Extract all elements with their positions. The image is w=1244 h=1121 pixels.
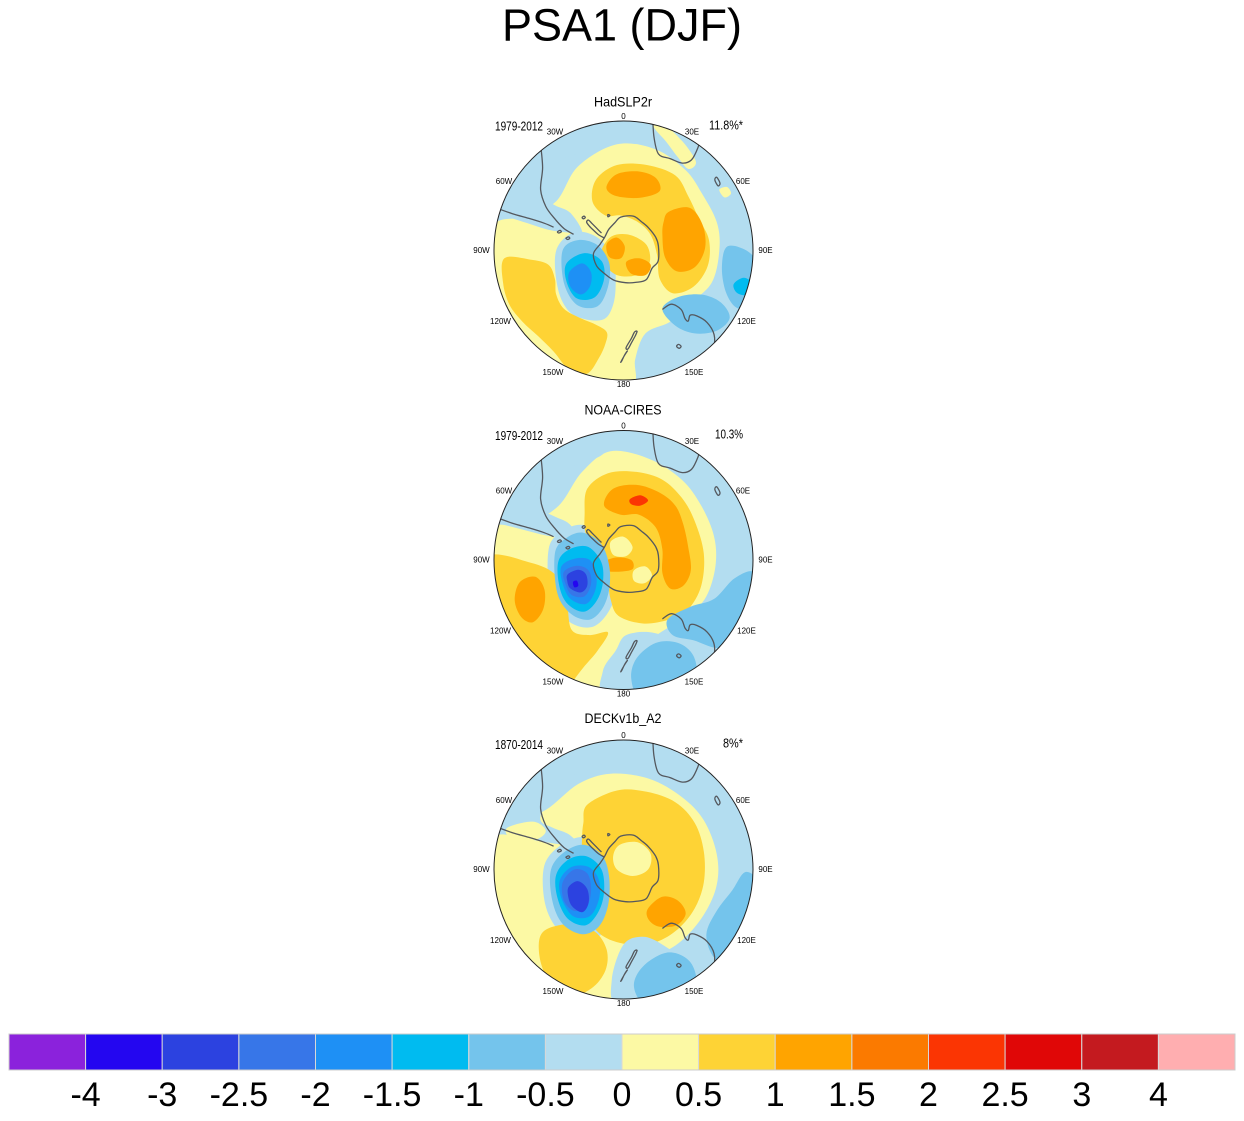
svg-text:120E: 120E — [737, 627, 756, 636]
svg-text:0: 0 — [621, 112, 626, 121]
svg-text:30W: 30W — [547, 746, 564, 755]
svg-text:180: 180 — [617, 380, 631, 389]
svg-text:HadSLP2r: HadSLP2r — [594, 94, 652, 110]
svg-text:-3: -3 — [147, 1076, 177, 1114]
svg-text:0: 0 — [613, 1076, 632, 1114]
svg-text:1979-2012: 1979-2012 — [495, 120, 543, 134]
svg-text:DECKv1b_A2: DECKv1b_A2 — [585, 710, 662, 726]
svg-text:150E: 150E — [685, 678, 704, 687]
svg-text:-1: -1 — [454, 1076, 484, 1114]
svg-text:120E: 120E — [737, 936, 756, 945]
svg-text:0: 0 — [621, 731, 626, 740]
svg-text:10.3%: 10.3% — [715, 428, 743, 442]
svg-text:120E: 120E — [737, 317, 756, 326]
svg-text:4: 4 — [1149, 1076, 1168, 1114]
svg-text:2: 2 — [919, 1076, 938, 1114]
svg-text:60E: 60E — [736, 487, 750, 496]
svg-text:150W: 150W — [543, 987, 564, 996]
svg-text:0: 0 — [621, 422, 626, 431]
svg-text:90E: 90E — [758, 865, 772, 874]
svg-text:2.5: 2.5 — [981, 1076, 1028, 1114]
svg-text:30W: 30W — [547, 127, 564, 136]
svg-text:-2.5: -2.5 — [210, 1076, 269, 1114]
svg-text:1: 1 — [766, 1076, 785, 1114]
svg-text:120W: 120W — [490, 317, 511, 326]
svg-text:60E: 60E — [736, 177, 750, 186]
svg-text:NOAA-CIRES: NOAA-CIRES — [585, 402, 662, 418]
svg-text:30E: 30E — [685, 437, 699, 446]
svg-text:180: 180 — [617, 690, 631, 699]
svg-text:180: 180 — [617, 999, 631, 1008]
svg-text:90W: 90W — [473, 556, 490, 565]
svg-text:1870-2014: 1870-2014 — [495, 738, 543, 752]
svg-text:150E: 150E — [685, 368, 704, 377]
svg-text:1979-2012: 1979-2012 — [495, 429, 543, 443]
svg-text:3: 3 — [1072, 1076, 1091, 1114]
svg-text:30E: 30E — [685, 746, 699, 755]
svg-text:150W: 150W — [543, 368, 564, 377]
svg-text:1.5: 1.5 — [828, 1076, 875, 1114]
svg-text:150W: 150W — [543, 678, 564, 687]
svg-text:-2: -2 — [300, 1076, 330, 1114]
svg-text:-0.5: -0.5 — [516, 1076, 575, 1114]
svg-text:90W: 90W — [473, 865, 490, 874]
svg-text:11.8%*: 11.8%* — [709, 119, 743, 133]
svg-text:PSA1 (DJF): PSA1 (DJF) — [502, 0, 742, 51]
svg-text:30W: 30W — [547, 437, 564, 446]
svg-text:60W: 60W — [496, 177, 513, 186]
svg-text:60W: 60W — [496, 487, 513, 496]
svg-text:120W: 120W — [490, 627, 511, 636]
svg-text:-4: -4 — [70, 1076, 100, 1114]
svg-text:90W: 90W — [473, 246, 490, 255]
svg-text:0.5: 0.5 — [675, 1076, 722, 1114]
svg-text:-1.5: -1.5 — [363, 1076, 422, 1114]
svg-text:90E: 90E — [758, 246, 772, 255]
svg-text:90E: 90E — [758, 556, 772, 565]
svg-text:60E: 60E — [736, 796, 750, 805]
svg-text:8%*: 8%* — [723, 737, 743, 751]
svg-text:60W: 60W — [496, 796, 513, 805]
svg-text:150E: 150E — [685, 987, 704, 996]
svg-text:120W: 120W — [490, 936, 511, 945]
svg-text:30E: 30E — [685, 127, 699, 136]
